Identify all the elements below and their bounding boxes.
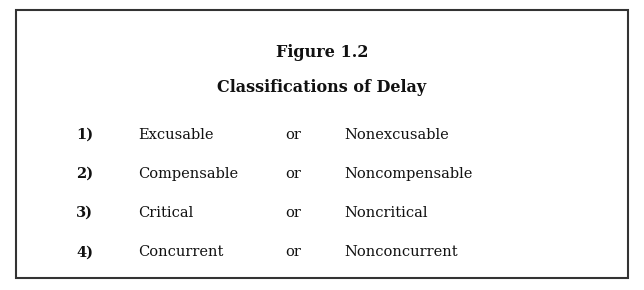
Text: Concurrent: Concurrent	[138, 245, 224, 259]
Text: or: or	[285, 128, 301, 142]
Text: Nonconcurrent: Nonconcurrent	[345, 245, 458, 259]
Text: or: or	[285, 206, 301, 220]
Text: 3): 3)	[77, 206, 93, 220]
Text: or: or	[285, 245, 301, 259]
Text: or: or	[285, 167, 301, 181]
Text: Compensable: Compensable	[138, 167, 238, 181]
Text: Nonexcusable: Nonexcusable	[345, 128, 450, 142]
Text: Critical: Critical	[138, 206, 194, 220]
Text: Figure 1.2: Figure 1.2	[276, 44, 368, 61]
Text: Noncompensable: Noncompensable	[345, 167, 473, 181]
Text: 1): 1)	[76, 128, 93, 142]
Text: Classifications of Delay: Classifications of Delay	[218, 79, 426, 95]
Text: Noncritical: Noncritical	[345, 206, 428, 220]
Text: 4): 4)	[77, 245, 93, 259]
Text: Excusable: Excusable	[138, 128, 214, 142]
Text: 2): 2)	[76, 167, 93, 181]
